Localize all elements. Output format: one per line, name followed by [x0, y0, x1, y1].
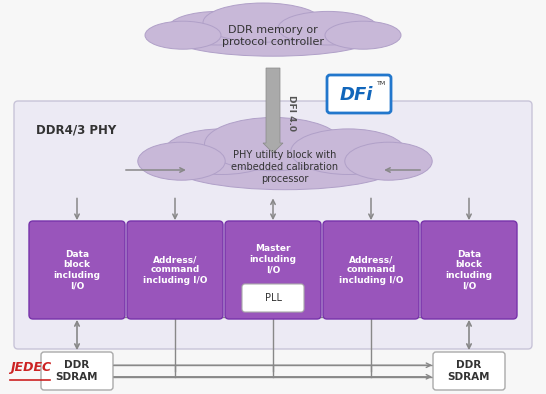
Text: Master
including
I/O: Master including I/O: [250, 244, 296, 274]
Ellipse shape: [345, 142, 432, 180]
FancyBboxPatch shape: [327, 75, 391, 113]
Ellipse shape: [138, 142, 225, 180]
Ellipse shape: [325, 21, 401, 49]
Text: Data
block
including
I/O: Data block including I/O: [446, 250, 492, 290]
FancyBboxPatch shape: [29, 221, 125, 319]
Text: DDR
SDRAM: DDR SDRAM: [448, 360, 490, 382]
Text: DDR4/3 PHY: DDR4/3 PHY: [36, 123, 116, 136]
Text: TM: TM: [377, 80, 387, 85]
FancyBboxPatch shape: [421, 221, 517, 319]
Ellipse shape: [205, 117, 342, 171]
FancyArrow shape: [263, 68, 283, 153]
Ellipse shape: [145, 21, 221, 49]
Ellipse shape: [278, 11, 378, 45]
Text: Address/
command
including I/O: Address/ command including I/O: [143, 255, 207, 285]
Ellipse shape: [164, 129, 279, 175]
Ellipse shape: [170, 140, 400, 190]
Text: Address/
command
including I/O: Address/ command including I/O: [339, 255, 403, 285]
FancyBboxPatch shape: [225, 221, 321, 319]
FancyBboxPatch shape: [14, 101, 532, 349]
Text: DFi: DFi: [339, 86, 373, 104]
Ellipse shape: [291, 129, 406, 175]
Ellipse shape: [168, 11, 268, 45]
Text: PHY utility block with
embedded calibration
processor: PHY utility block with embedded calibrat…: [232, 151, 339, 184]
Ellipse shape: [173, 20, 373, 56]
Ellipse shape: [203, 3, 323, 42]
Text: PLL: PLL: [264, 293, 282, 303]
FancyBboxPatch shape: [242, 284, 304, 312]
FancyBboxPatch shape: [323, 221, 419, 319]
Text: DDR memory or
protocol controller: DDR memory or protocol controller: [222, 25, 324, 47]
Text: DDR
SDRAM: DDR SDRAM: [56, 360, 98, 382]
FancyBboxPatch shape: [41, 352, 113, 390]
FancyBboxPatch shape: [433, 352, 505, 390]
Text: DFI 4.0: DFI 4.0: [287, 95, 296, 131]
Text: JEDEC: JEDEC: [10, 361, 51, 374]
FancyBboxPatch shape: [127, 221, 223, 319]
Text: Data
block
including
I/O: Data block including I/O: [54, 250, 100, 290]
